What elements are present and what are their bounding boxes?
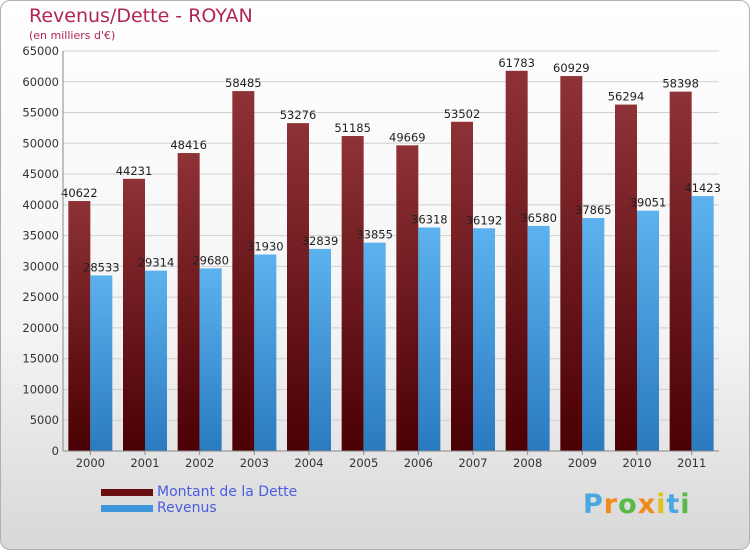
bar-dette [123, 178, 145, 451]
x-tick-label: 2002 [185, 456, 214, 470]
data-label-revenus: 33855 [356, 228, 393, 242]
x-tick-label: 2004 [294, 456, 323, 470]
x-tick-label: 2008 [513, 456, 542, 470]
data-label-dette: 40622 [61, 186, 98, 200]
data-label-dette: 53276 [280, 108, 317, 122]
data-label-revenus: 41423 [684, 181, 721, 195]
data-label-revenus: 29314 [138, 256, 175, 270]
y-tick-label: 35000 [22, 229, 59, 243]
legend-swatch-revenus [101, 505, 153, 512]
data-label-dette: 61783 [498, 56, 535, 70]
bar-revenus [145, 270, 167, 451]
data-label-revenus: 36192 [466, 213, 503, 227]
bar-revenus [418, 227, 441, 451]
x-tick-label: 2011 [677, 456, 706, 470]
bar-dette [287, 123, 309, 451]
bar-revenus [691, 196, 714, 451]
data-label-dette: 56294 [608, 90, 645, 104]
y-tick-label: 55000 [22, 106, 59, 120]
bar-dette [341, 136, 364, 451]
y-tick-label: 0 [52, 444, 59, 458]
data-label-dette: 49669 [389, 130, 426, 144]
y-tick-label: 15000 [22, 352, 59, 366]
logo-letter: o [618, 489, 638, 520]
y-tick-label: 25000 [22, 290, 59, 304]
bar-dette [560, 76, 583, 451]
bar-revenus [637, 210, 659, 451]
x-tick-label: 2001 [130, 456, 159, 470]
x-tick-label: 2007 [458, 456, 487, 470]
logo-letter: x [637, 489, 657, 520]
chart-subtitle: (en milliers d'€) [29, 29, 116, 42]
bar-dette [615, 104, 637, 452]
bar-dette [451, 121, 473, 451]
bar-revenus [527, 225, 550, 451]
bar-revenus [199, 268, 222, 451]
legend-label-dette: Montant de la Dette [157, 484, 298, 500]
data-label-dette: 48416 [170, 138, 207, 152]
data-label-dette: 51185 [334, 121, 371, 135]
data-label-revenus: 36580 [520, 211, 557, 225]
data-label-dette: 44231 [116, 164, 153, 178]
legend-label-revenus: Revenus [157, 500, 217, 516]
x-tick-label: 2000 [76, 456, 105, 470]
bar-dette [396, 145, 419, 452]
bar-revenus [363, 242, 386, 451]
bar-dette [505, 70, 528, 451]
logo-letter: P [583, 489, 604, 520]
x-tick-label: 2009 [568, 456, 597, 470]
bar-dette [232, 91, 255, 451]
data-label-revenus: 37865 [575, 203, 612, 217]
y-tick-label: 45000 [22, 167, 59, 181]
data-label-revenus: 31930 [247, 240, 284, 254]
y-tick-label: 10000 [22, 382, 59, 396]
data-label-dette: 58398 [662, 77, 699, 91]
y-tick-label: 65000 [22, 44, 59, 58]
logo-letter: i [656, 489, 667, 520]
data-label-revenus: 36318 [411, 213, 448, 227]
x-tick-label: 2005 [349, 456, 378, 470]
legend-swatch-dette [101, 489, 153, 496]
chart-title: Revenus/Dette - ROYAN [29, 5, 253, 27]
logo-letter: i [680, 489, 691, 520]
y-tick-label: 30000 [22, 259, 59, 273]
y-tick-label: 40000 [22, 198, 59, 212]
x-tick-label: 2003 [240, 456, 269, 470]
data-label-dette: 60929 [553, 61, 590, 75]
bar-dette [177, 153, 200, 451]
bar-dette [669, 91, 692, 452]
logo-letter: r [603, 489, 619, 520]
bar-revenus [309, 248, 331, 451]
data-label-revenus: 29680 [192, 253, 229, 267]
logo-letter: t [666, 489, 681, 520]
y-tick-label: 50000 [22, 136, 59, 150]
y-tick-label: 5000 [30, 413, 59, 427]
y-tick-label: 20000 [22, 321, 59, 335]
data-label-dette: 58485 [225, 76, 262, 90]
data-label-revenus: 28533 [83, 260, 120, 274]
bar-revenus [582, 217, 605, 451]
y-tick-label: 60000 [22, 75, 59, 89]
x-tick-label: 2010 [622, 456, 651, 470]
data-label-dette: 53502 [444, 107, 481, 121]
data-label-revenus: 39051 [630, 196, 667, 210]
proxiti-logo: Proxiti [583, 489, 691, 520]
bar-revenus [473, 228, 495, 451]
data-label-revenus: 32839 [302, 234, 339, 248]
bar-dette [68, 201, 91, 451]
bar-revenus [90, 275, 113, 451]
x-tick-label: 2006 [404, 456, 433, 470]
bar-revenus [254, 254, 277, 451]
